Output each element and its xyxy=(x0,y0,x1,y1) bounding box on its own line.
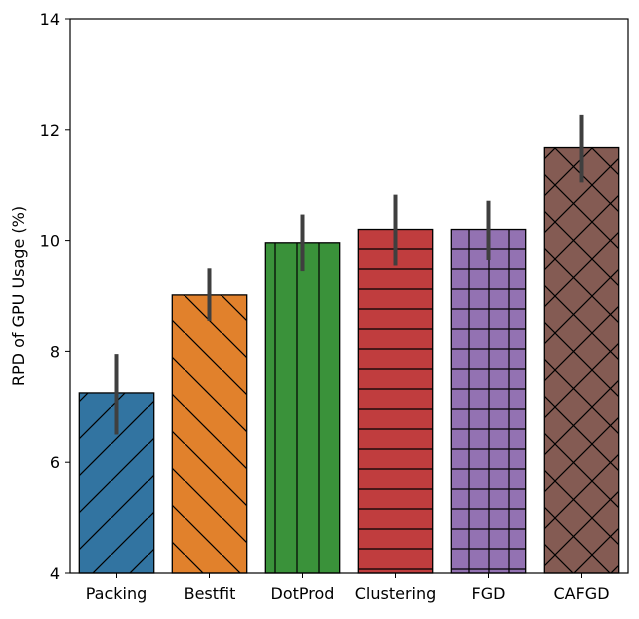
bar-cafgd xyxy=(543,146,620,574)
x-tick-label-bestfit: Bestfit xyxy=(184,584,236,603)
bars-layer xyxy=(78,146,620,574)
y-tick-label: 12 xyxy=(40,121,60,140)
bar-fgd xyxy=(450,228,527,574)
y-tick-label: 10 xyxy=(40,232,60,251)
x-tick-label-dotprod: DotProd xyxy=(271,584,335,603)
error-bars-layer xyxy=(114,114,584,435)
y-axis-label: RPD of GPU Usage (%) xyxy=(9,206,28,386)
bar-clustering xyxy=(357,228,434,574)
y-tick-label: 14 xyxy=(40,10,60,29)
plot-frame xyxy=(69,18,629,574)
bar-bestfit xyxy=(171,294,248,574)
x-tick-label-cafgd: CAFGD xyxy=(553,584,609,603)
x-tick-label-packing: Packing xyxy=(86,584,148,603)
axes-layer: Packing Bestfit DotProd Clustering FGD CAFGD 4… xyxy=(40,10,629,603)
bar-dotprod xyxy=(264,242,341,574)
y-tick-label: 6 xyxy=(50,453,60,472)
y-tick-label: 8 xyxy=(50,342,60,361)
y-tick-label: 4 xyxy=(50,564,60,583)
x-tick-label-clustering: Clustering xyxy=(355,584,437,603)
x-tick-label-fgd: FGD xyxy=(472,584,506,603)
